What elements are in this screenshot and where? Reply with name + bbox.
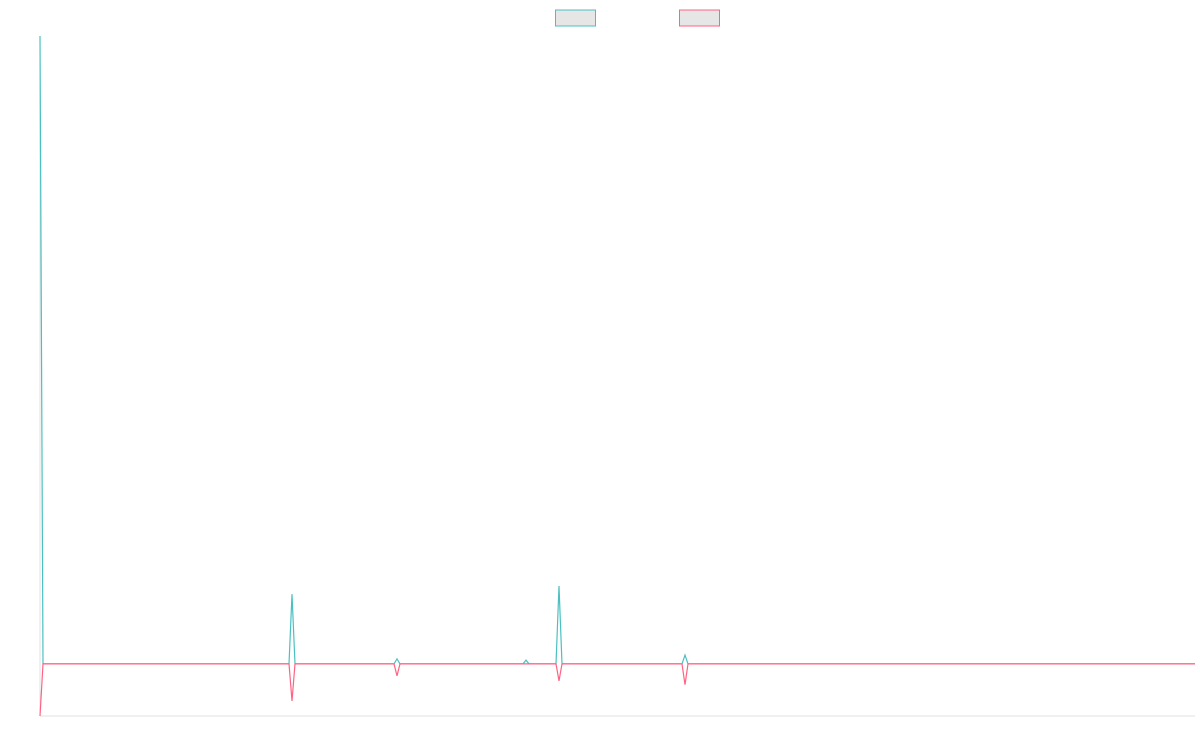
series-line (39, 35, 1195, 665)
legend-swatch (555, 9, 596, 27)
legend-swatch (679, 9, 720, 27)
series-line (39, 663, 1195, 717)
